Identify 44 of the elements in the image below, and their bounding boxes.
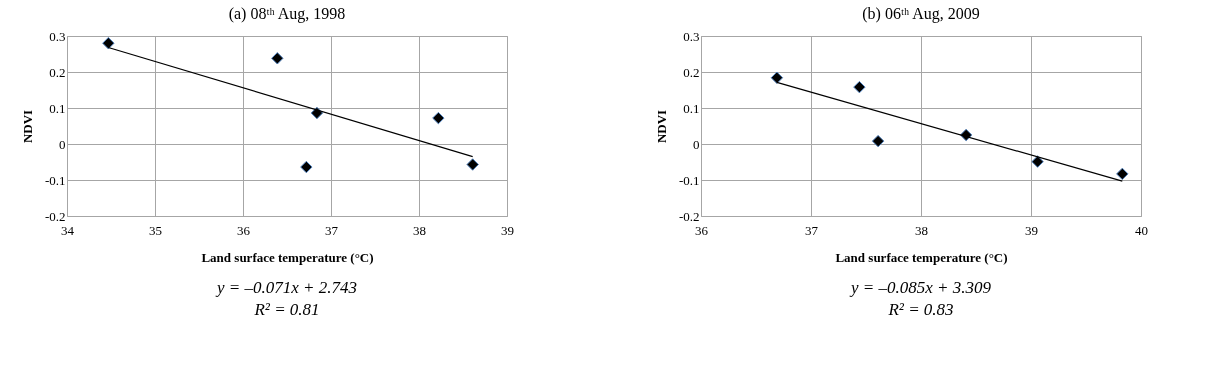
point bbox=[871, 134, 885, 148]
x-tick-label: 37 bbox=[325, 222, 339, 238]
text: y = –0.071x + 2.743 bbox=[214, 278, 358, 297]
y-axis-title: NDVI bbox=[653, 109, 669, 144]
y-tick-label: -0.1 bbox=[678, 172, 700, 188]
text: y = –0.085x + 3.309 bbox=[848, 278, 992, 297]
y-tick-label: 0.1 bbox=[683, 100, 700, 116]
y-tick-label: -0.2 bbox=[44, 208, 66, 224]
y-tick-label: -0.2 bbox=[678, 208, 700, 224]
y-tick-label: 0.2 bbox=[683, 64, 700, 80]
x-tick-label: 36 bbox=[237, 222, 251, 238]
x-tick-label: 40 bbox=[1135, 222, 1148, 238]
x-axis-title: Land surface temperature (°C) bbox=[835, 249, 1008, 265]
x-tick-label: 38 bbox=[915, 222, 928, 238]
y-tick-label: 0.1 bbox=[49, 100, 66, 116]
point bbox=[310, 106, 324, 120]
x-tick-label: 35 bbox=[149, 222, 162, 238]
y-tick-label: 0.3 bbox=[683, 28, 700, 44]
text: R² = 0.83 bbox=[887, 300, 954, 319]
y-tick-label: -0.1 bbox=[44, 172, 66, 188]
point bbox=[432, 111, 445, 125]
y-tick-label: 0 bbox=[59, 136, 66, 152]
x-axis-title: Land surface temperature (°C) bbox=[201, 249, 374, 265]
text: R² = 0.81 bbox=[253, 300, 320, 319]
point bbox=[853, 80, 866, 94]
point bbox=[271, 52, 284, 65]
x-tick-label: 36 bbox=[695, 222, 709, 238]
point bbox=[300, 160, 313, 174]
x-tick-label: 34 bbox=[61, 222, 75, 238]
y-tick-label: 0.2 bbox=[49, 64, 66, 80]
point bbox=[1116, 167, 1129, 181]
x-tick-label: 38 bbox=[413, 222, 426, 238]
chart-title: (a) 08ᵗʰ Aug, 1998 bbox=[228, 5, 346, 23]
chart-title: (b) 06ᵗʰ Aug, 2009 bbox=[862, 5, 980, 23]
x-tick-label: 39 bbox=[1025, 222, 1038, 238]
x-tick-label: 39 bbox=[501, 222, 514, 238]
point bbox=[770, 71, 784, 84]
point bbox=[466, 158, 479, 171]
y-axis-title: NDVI bbox=[19, 109, 35, 144]
x-tick-label: 37 bbox=[805, 222, 819, 238]
y-tick-label: 0 bbox=[693, 136, 700, 152]
point bbox=[1031, 155, 1044, 168]
y-tick-label: 0.3 bbox=[49, 28, 66, 44]
point bbox=[102, 37, 115, 50]
